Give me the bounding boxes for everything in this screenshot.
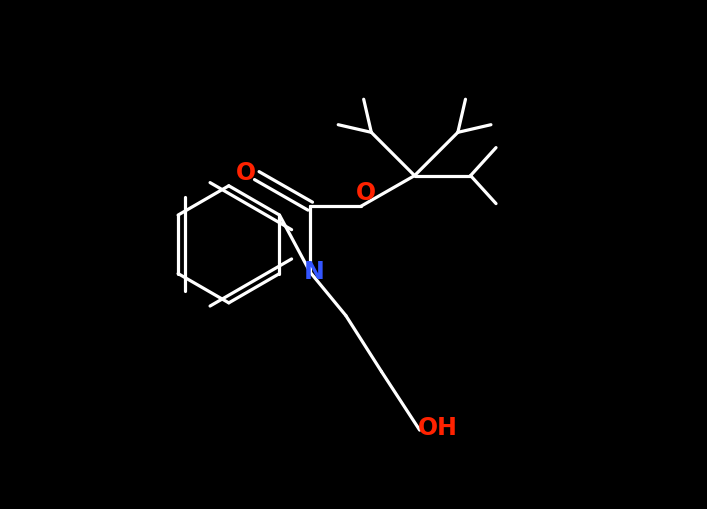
Text: O: O (356, 181, 376, 206)
Text: O: O (235, 161, 256, 185)
Text: OH: OH (418, 415, 457, 440)
Text: N: N (304, 260, 325, 285)
